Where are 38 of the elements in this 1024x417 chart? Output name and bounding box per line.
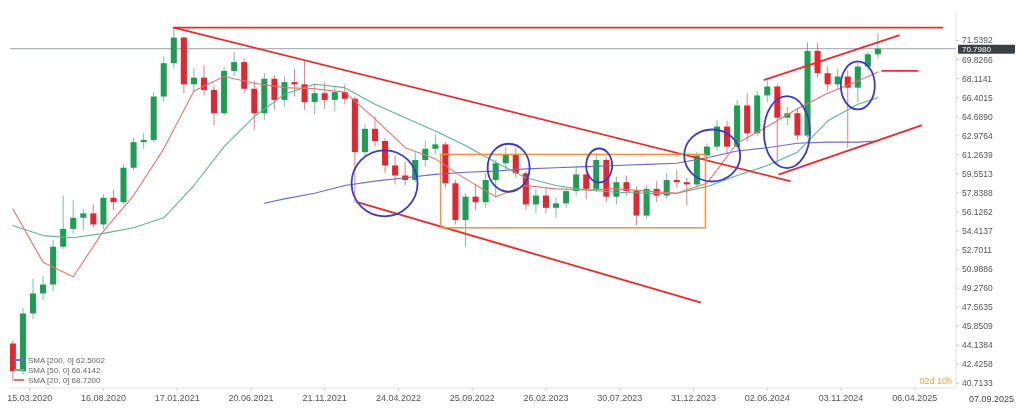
y-tick-label: 40.7133 (962, 378, 993, 389)
legend-label: SMA [20, 0] 68.7200 (28, 376, 102, 385)
y-tick-label: 57.8388 (962, 187, 993, 198)
legend-label: SMA [200, 0] 62.5002 (28, 356, 106, 365)
x-tick-label: 16.08.2020 (80, 393, 126, 403)
x-tick-label: 31.12.2023 (670, 393, 717, 403)
x-tick-label: 03.11.2024 (818, 393, 864, 403)
y-tick-label: 56.1262 (962, 206, 993, 217)
y-tick-label: 68.1141 (962, 73, 993, 84)
y-tick-label: 59.5513 (962, 168, 993, 179)
y-tick-label: 64.6890 (962, 111, 993, 122)
x-tick-label: 06.04.2025 (892, 393, 938, 403)
x-tick-label: 17.01.2021 (154, 393, 200, 403)
x-tick-label: 02.06.2024 (744, 393, 790, 403)
y-tick-label: 69.8266 (962, 54, 993, 65)
x-tick-label: 20.06.2021 (228, 393, 274, 403)
y-tick-label: 44.1384 (962, 340, 993, 351)
y-tick-label: 71.5392 (962, 35, 993, 46)
legend-label: SMA [50, 0] 66.4142 (28, 366, 102, 375)
y-tick-label: 62.9764 (962, 130, 993, 141)
y-tick-label: 45.8509 (962, 321, 993, 332)
y-tick-label: 66.4015 (962, 92, 993, 103)
text: 07.09.2025 (968, 394, 1014, 404)
annotation: 02d 10h (919, 376, 952, 386)
x-tick-label: 15.03.2020 (7, 393, 53, 403)
x-tick-label: 30.07.2023 (597, 393, 643, 403)
x-tick-label: 24.04.2022 (375, 393, 421, 403)
y-tick-label: 42.4258 (962, 359, 993, 370)
y-tick-label: 61.2639 (962, 149, 993, 160)
x-tick-label: 21.11.2021 (302, 393, 347, 403)
y-tick-label: 50.9886 (962, 264, 993, 275)
y-tick-label: 52.7011 (962, 245, 993, 256)
y-tick-label: 47.5635 (962, 302, 993, 313)
y-tick-label: 54.4137 (962, 225, 993, 236)
ref-line-label: 70.7980 (962, 45, 992, 55)
y-tick-label: 49.2760 (962, 283, 993, 294)
x-tick-label: 25.09.2022 (449, 393, 495, 403)
x-tick-label: 26.02.2023 (523, 393, 569, 403)
